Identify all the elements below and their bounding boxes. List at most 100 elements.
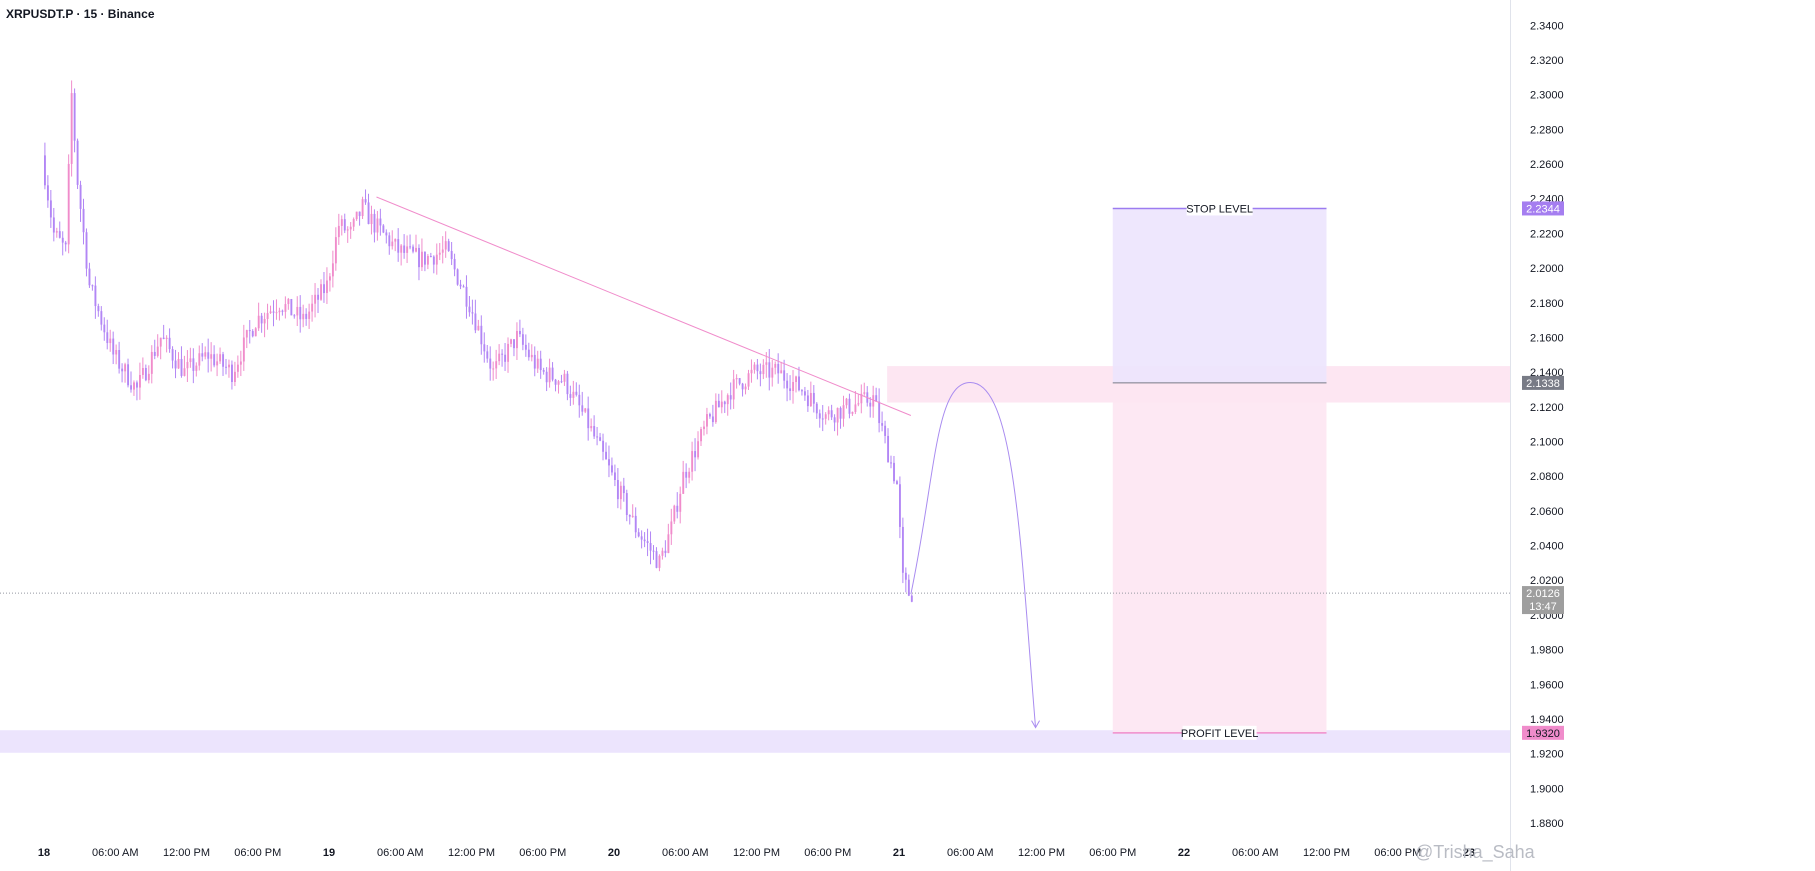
candle-body <box>741 383 744 390</box>
price-tick-label: 2.1000 <box>1530 437 1564 449</box>
candle-body <box>216 361 219 366</box>
candle-body <box>136 382 138 388</box>
candle-body <box>174 360 177 369</box>
candle-body <box>103 324 106 333</box>
time-tick-label: 12:00 PM <box>448 847 495 859</box>
candle-body <box>557 381 560 385</box>
price-tick-label: 1.9600 <box>1530 679 1564 691</box>
candle-body <box>893 462 895 482</box>
candle-body <box>456 269 459 285</box>
candle-body <box>602 440 605 452</box>
candle-body <box>326 280 328 294</box>
candle-body <box>815 403 818 414</box>
stop-price-tag-bg <box>1522 201 1564 216</box>
candle-body <box>260 315 263 324</box>
candle-body <box>373 213 376 233</box>
time-axis[interactable]: 18 06:00 AM 12:00 PM 06:00 PM 19 06:00 AM 12:0… <box>38 847 1475 859</box>
candle-body <box>658 555 661 568</box>
candle-body <box>141 367 144 375</box>
candle-body <box>510 339 512 344</box>
candle-body <box>121 368 124 372</box>
candle-body <box>468 306 471 313</box>
candle-body <box>783 370 786 381</box>
projection-arrowhead <box>1031 720 1040 729</box>
candle-body <box>406 246 409 253</box>
candle-body <box>429 256 432 258</box>
time-tick-label: 06:00 PM <box>804 847 851 859</box>
candle-body <box>195 365 198 371</box>
candle-body <box>896 481 898 485</box>
candle-body <box>222 354 225 367</box>
candle-body <box>278 310 281 313</box>
candle-body <box>839 407 842 419</box>
candle-body <box>679 493 682 512</box>
candle-body <box>471 312 474 314</box>
candle-body <box>337 225 340 238</box>
price-tick-label: 2.2600 <box>1530 159 1564 171</box>
candle-body <box>334 237 337 264</box>
candle-body <box>625 493 628 515</box>
candle-body <box>412 246 415 252</box>
price-axis[interactable]: 2.34002.32002.30002.28002.26002.24002.22… <box>1510 0 1564 871</box>
candle-body <box>533 354 536 369</box>
candle-body <box>530 354 533 358</box>
candle-body <box>489 358 492 369</box>
candle-body <box>694 451 697 458</box>
candle-body <box>616 479 619 500</box>
candle-body <box>706 414 708 427</box>
candle-body <box>605 451 607 460</box>
candle-body <box>79 184 82 209</box>
candle-body <box>899 484 901 527</box>
candle-body <box>516 330 518 349</box>
candle-body <box>284 304 287 312</box>
candle-body <box>842 405 845 419</box>
candle-body <box>198 353 201 366</box>
trendline <box>376 196 912 416</box>
candle-body <box>213 354 216 366</box>
time-tick-label: 12:00 PM <box>163 847 210 859</box>
candle-body <box>343 219 346 231</box>
candle-body <box>204 352 207 357</box>
candle-body <box>67 163 70 245</box>
candle-body <box>890 462 892 464</box>
candle-body <box>453 259 456 270</box>
time-tick-label: 22 <box>1178 847 1190 859</box>
time-tick-label: 06:00 PM <box>234 847 281 859</box>
candle-body <box>186 362 189 369</box>
candle-body <box>266 313 269 319</box>
candle-body <box>323 284 325 294</box>
candle-body <box>133 382 135 390</box>
candle-body <box>798 376 800 391</box>
candle-body <box>521 334 524 345</box>
candle-body <box>750 369 753 374</box>
candle-body <box>61 237 64 243</box>
candle-body <box>901 526 904 573</box>
candle-body <box>207 352 210 359</box>
candle-body <box>346 229 349 231</box>
candle-body <box>753 364 756 370</box>
candle-body <box>744 386 747 390</box>
candle-body <box>646 541 649 543</box>
price-tick-label: 2.0200 <box>1530 575 1564 587</box>
candle-body <box>572 391 575 398</box>
candle-body <box>447 241 450 251</box>
candle-body <box>55 231 58 233</box>
candle-body <box>821 418 824 420</box>
candle-body <box>287 299 290 305</box>
candle-body <box>676 505 679 512</box>
candle-body <box>311 303 314 312</box>
candle-body <box>100 311 103 325</box>
candle-body <box>219 354 222 362</box>
candle-body <box>501 353 504 355</box>
candle-body <box>566 373 569 395</box>
candle-body <box>201 353 204 357</box>
candle-body <box>872 395 875 407</box>
candle-body <box>302 313 305 320</box>
candle-body <box>130 385 132 390</box>
candle-body <box>349 226 352 230</box>
candle-body <box>875 395 878 402</box>
candle-body <box>183 368 186 376</box>
candle-body <box>275 312 278 314</box>
